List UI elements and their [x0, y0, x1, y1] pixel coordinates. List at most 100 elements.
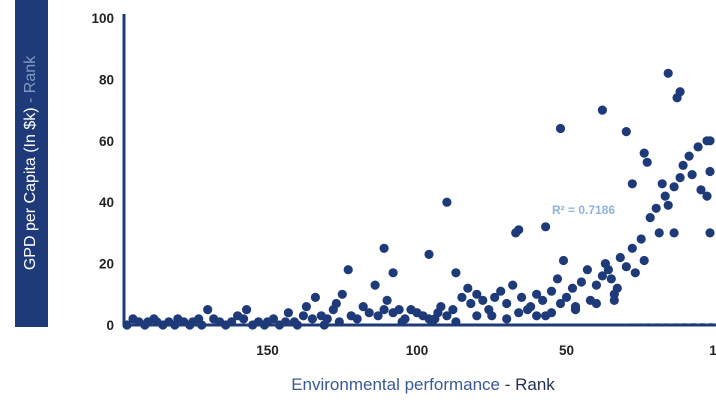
data-point: [490, 292, 500, 302]
data-point: [301, 302, 311, 312]
data-point: [283, 308, 293, 318]
data-point: [442, 197, 452, 207]
data-point: [322, 314, 332, 324]
y-tick-label: 60: [99, 134, 114, 149]
data-point: [630, 268, 640, 278]
data-point: [597, 105, 608, 115]
data-point: [379, 305, 389, 315]
data-point: [669, 228, 679, 238]
data-point: [538, 295, 548, 305]
data-point: [606, 274, 616, 284]
data-point: [307, 314, 317, 324]
data-point: [451, 268, 461, 278]
x-axis-label-suffix: - Rank: [500, 375, 555, 394]
data-point: [394, 305, 404, 315]
data-point: [561, 292, 572, 302]
data-point: [627, 243, 637, 253]
data-point: [424, 249, 434, 259]
y-tick-label: 80: [99, 72, 114, 87]
data-point: [639, 255, 649, 266]
x-tick-label: 1: [709, 343, 716, 358]
data-point: [242, 305, 252, 315]
y-tick-label: 100: [91, 11, 114, 26]
data-point: [669, 182, 679, 192]
data-point: [388, 268, 398, 278]
data-point: [358, 302, 368, 312]
r-squared-annotation: R² = 0.7186: [552, 203, 615, 217]
data-point: [687, 170, 697, 180]
data-point: [603, 265, 614, 275]
data-point: [203, 305, 213, 315]
data-point: [696, 185, 706, 195]
data-point: [298, 311, 308, 321]
data-point: [337, 289, 347, 299]
y-tick-label: 40: [99, 195, 114, 210]
data-point: [609, 289, 619, 299]
data-point: [478, 295, 488, 305]
data-point: [373, 311, 383, 321]
data-point: [660, 191, 670, 201]
data-point: [487, 311, 497, 321]
data-point: [352, 314, 362, 324]
data-point: [310, 292, 320, 302]
data-point: [382, 295, 392, 305]
ticks-layer: 0 20 40 60 80 100 150 100 50 1: [91, 11, 716, 358]
data-point: [597, 271, 608, 281]
y-axis-label-band: [15, 0, 48, 327]
x-axis-label-main: Environmental performance: [291, 375, 501, 394]
data-point: [591, 298, 602, 309]
data-point: [705, 166, 715, 177]
data-point: [370, 280, 380, 290]
data-point: [508, 280, 518, 290]
data-point: [514, 308, 524, 318]
data-point: [552, 274, 563, 284]
data-point: [651, 203, 661, 213]
data-point: [555, 123, 566, 134]
points-layer: [122, 68, 715, 330]
data-point: [621, 262, 631, 272]
data-point: [546, 308, 557, 318]
data-point: [472, 311, 482, 321]
data-point: [331, 298, 341, 309]
data-point: [239, 314, 249, 324]
data-point: [448, 305, 458, 315]
data-point: [705, 136, 715, 146]
data-point: [576, 277, 587, 287]
y-tick-label: 20: [99, 257, 114, 272]
data-point: [654, 228, 664, 238]
data-point: [400, 314, 410, 324]
data-point: [675, 87, 685, 97]
data-point: [702, 191, 712, 201]
data-point: [621, 127, 631, 137]
x-tick-label: 50: [559, 343, 574, 358]
data-point: [555, 298, 566, 309]
data-point: [541, 222, 551, 232]
data-point: [657, 179, 667, 189]
data-point: [457, 292, 467, 302]
data-point: [430, 314, 440, 324]
data-point: [663, 68, 673, 78]
data-point: [532, 311, 542, 321]
data-point: [268, 314, 279, 324]
data-point: [379, 243, 389, 253]
data-point: [436, 302, 446, 312]
data-point: [532, 289, 542, 299]
data-point: [639, 148, 649, 158]
data-point: [627, 179, 637, 189]
data-point: [472, 289, 482, 299]
data-point: [636, 234, 646, 244]
data-point: [684, 151, 694, 161]
data-point: [546, 286, 557, 296]
data-point: [663, 200, 673, 210]
y-tick-label: 0: [106, 318, 114, 333]
data-point: [582, 265, 593, 275]
data-point: [442, 311, 452, 321]
data-point: [502, 298, 512, 309]
data-point: [642, 157, 652, 167]
data-point: [514, 225, 524, 235]
data-point: [693, 142, 703, 152]
data-point: [502, 314, 512, 324]
data-point: [645, 213, 655, 223]
data-point: [705, 228, 715, 238]
